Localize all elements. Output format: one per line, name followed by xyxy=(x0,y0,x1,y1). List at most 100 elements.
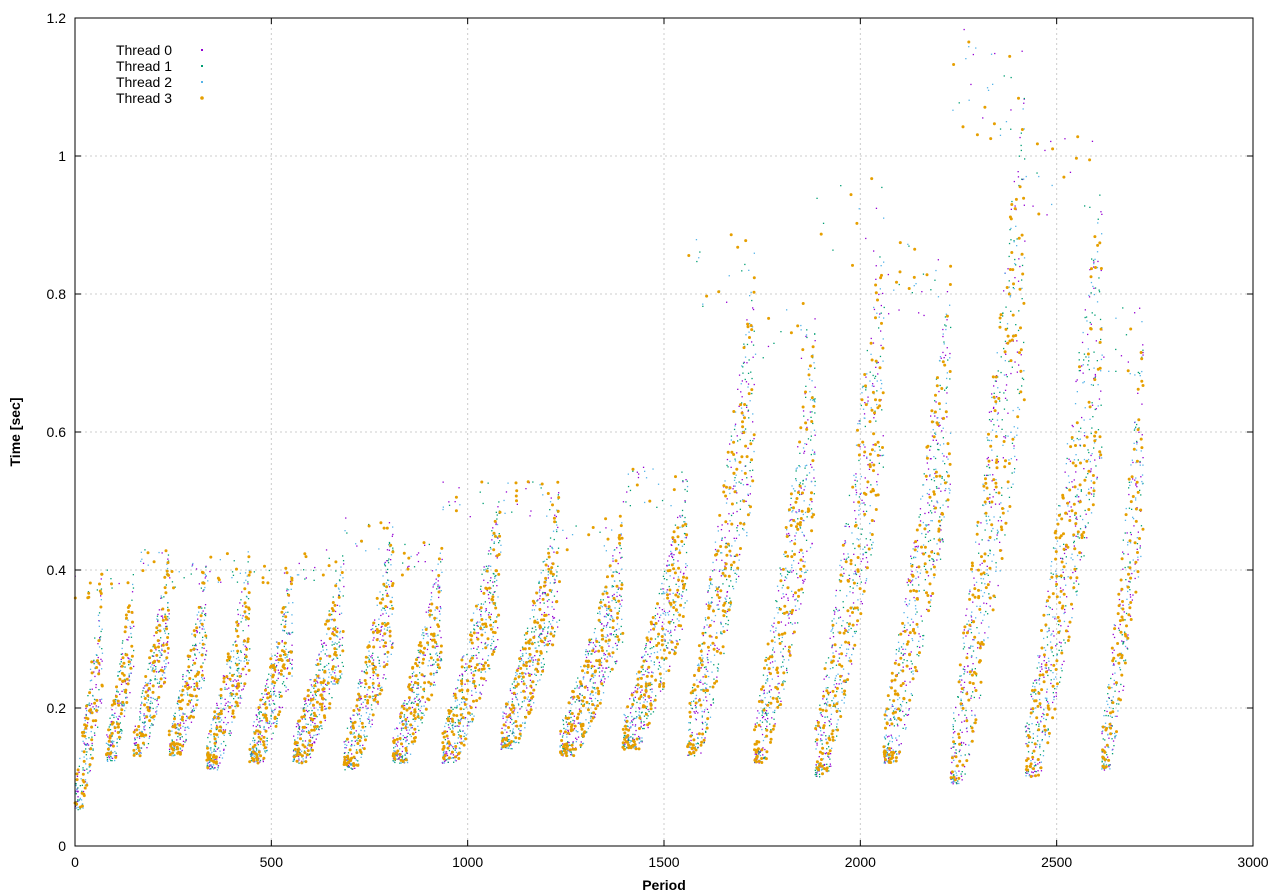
data-point xyxy=(866,486,868,489)
data-point xyxy=(705,603,707,605)
data-point xyxy=(337,682,339,685)
data-point xyxy=(111,709,113,711)
data-point xyxy=(562,723,565,726)
data-point xyxy=(979,564,981,566)
data-point xyxy=(1059,681,1061,683)
data-point xyxy=(336,657,339,659)
data-point xyxy=(604,658,606,660)
data-point xyxy=(399,762,401,764)
data-point xyxy=(371,654,373,657)
data-point xyxy=(298,726,301,728)
data-point xyxy=(341,637,344,639)
data-point xyxy=(942,437,944,439)
data-point xyxy=(258,740,260,742)
data-point xyxy=(480,603,482,605)
data-point xyxy=(585,685,587,687)
data-point xyxy=(751,341,753,343)
data-point xyxy=(161,666,163,668)
data-point xyxy=(1035,764,1037,767)
data-point xyxy=(128,657,130,660)
data-point xyxy=(597,667,599,669)
data-point xyxy=(86,744,88,746)
data-point xyxy=(364,736,366,738)
data-point xyxy=(1093,447,1095,449)
data-point xyxy=(350,763,352,765)
data-point xyxy=(358,733,360,735)
data-point xyxy=(881,454,883,457)
data-point xyxy=(167,554,170,556)
data-point xyxy=(165,584,167,586)
data-point xyxy=(392,533,394,536)
data-point xyxy=(1063,639,1065,641)
data-point xyxy=(316,733,319,736)
data-point xyxy=(988,466,991,469)
data-point xyxy=(1058,505,1060,507)
data-point xyxy=(689,722,691,724)
data-point xyxy=(525,638,527,640)
data-point xyxy=(1048,669,1050,671)
data-point xyxy=(289,581,292,583)
data-point xyxy=(1043,656,1046,658)
data-point xyxy=(288,658,291,660)
data-point xyxy=(710,704,712,706)
data-point xyxy=(275,659,277,661)
data-point xyxy=(237,609,239,611)
data-point xyxy=(1099,457,1101,459)
data-point xyxy=(128,675,130,677)
data-point xyxy=(204,613,206,616)
data-point xyxy=(297,731,299,733)
data-point xyxy=(384,653,387,655)
data-point xyxy=(674,626,677,628)
data-point xyxy=(1039,761,1041,764)
data-point xyxy=(635,710,637,713)
data-point xyxy=(919,508,922,510)
data-point xyxy=(265,701,267,703)
data-point xyxy=(749,461,751,463)
data-point xyxy=(117,718,119,720)
data-point xyxy=(809,411,811,413)
data-point xyxy=(668,585,670,588)
data-point xyxy=(295,744,298,746)
data-point xyxy=(587,650,589,653)
data-point xyxy=(771,654,773,656)
data-point xyxy=(975,675,978,677)
data-point xyxy=(718,600,721,602)
data-point xyxy=(1003,347,1005,350)
data-point xyxy=(825,675,827,678)
data-point xyxy=(532,692,534,694)
data-point xyxy=(854,479,856,481)
data-point xyxy=(739,438,741,441)
data-point xyxy=(129,625,131,628)
data-point xyxy=(969,590,971,593)
data-point xyxy=(1046,644,1049,646)
data-point xyxy=(762,747,764,749)
data-point xyxy=(906,660,908,662)
data-point xyxy=(496,557,498,559)
data-point xyxy=(247,598,250,600)
data-point xyxy=(237,679,239,681)
data-point xyxy=(881,186,883,189)
data-point xyxy=(598,675,600,677)
data-point xyxy=(345,740,347,742)
data-point xyxy=(862,554,864,556)
data-point xyxy=(945,387,947,389)
data-point xyxy=(828,765,830,768)
data-point xyxy=(470,665,473,668)
data-point xyxy=(1035,764,1037,766)
data-point xyxy=(356,739,358,741)
data-point xyxy=(214,758,216,760)
data-point xyxy=(1116,703,1118,705)
data-point xyxy=(1077,500,1079,502)
data-point xyxy=(690,739,692,742)
data-point xyxy=(146,702,148,704)
data-point xyxy=(388,522,391,524)
data-point xyxy=(641,711,643,713)
data-point xyxy=(961,721,963,723)
data-point xyxy=(360,698,362,700)
data-point xyxy=(388,541,391,544)
data-point xyxy=(106,759,108,762)
data-point xyxy=(1005,435,1007,437)
data-point xyxy=(542,658,545,660)
data-point xyxy=(239,702,241,704)
data-point xyxy=(272,667,274,669)
